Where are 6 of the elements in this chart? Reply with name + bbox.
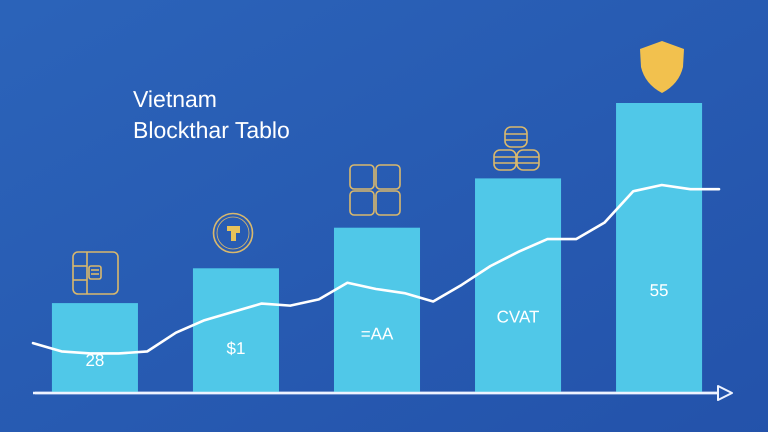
annotation: 28 [85, 351, 104, 370]
annotation: CVAT [496, 307, 540, 326]
annotation: 55 [650, 280, 669, 300]
annotation: $1 [226, 338, 246, 358]
annotation: =AA [360, 324, 394, 344]
chart-title: Vietnam Blockthar Tablo [133, 86, 290, 143]
